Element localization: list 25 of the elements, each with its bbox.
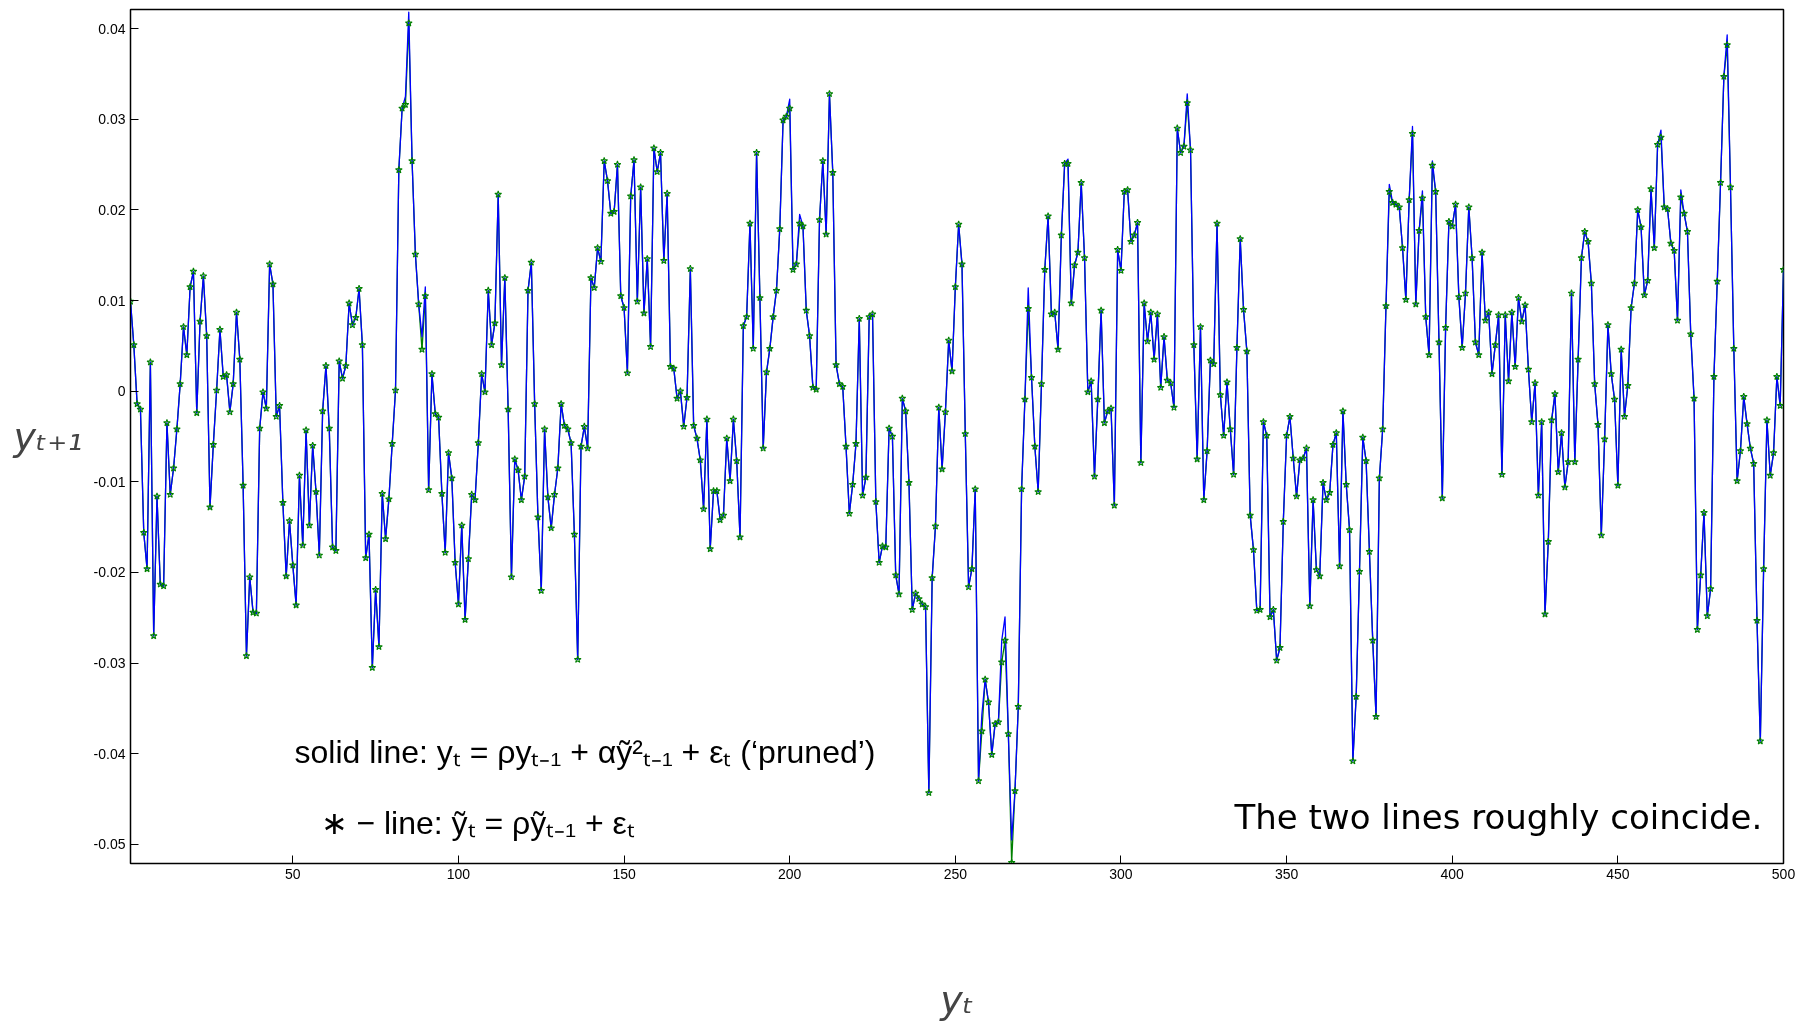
y-tick-label: -0.02 (93, 564, 126, 581)
y-tick-label: -0.03 (93, 655, 126, 672)
y-tick-label: 0.03 (98, 111, 126, 128)
y-tick-label: -0.01 (93, 473, 126, 490)
y-tick-label: 0 (117, 383, 126, 400)
x-tick-label: 350 (1274, 865, 1299, 882)
y-axis-title: yₜ₊₁ (12, 414, 83, 459)
y-tick-label: 0.02 (98, 201, 126, 218)
y-tick-label: -0.04 (93, 745, 126, 762)
x-axis-title: yₜ (939, 977, 974, 1022)
x-tick-label: 50 (285, 865, 301, 882)
x-tick-label: 150 (612, 865, 636, 882)
x-tick-label: 200 (778, 865, 802, 882)
x-tick-label: 500 (1771, 865, 1796, 882)
annotation: solid line: yₜ = ρyₜ₋₁ + αỹ²ₜ₋₁ + εₜ (‘pruned’) (294, 733, 876, 770)
x-tick-label: 400 (1440, 865, 1465, 882)
y-tick-label: 0.04 (98, 20, 126, 37)
y-tick-label: 0.01 (98, 292, 126, 309)
x-tick-label: 100 (446, 865, 471, 882)
annotation: The two lines roughly coincide. (1233, 796, 1763, 837)
y-tick-label: -0.05 (93, 836, 126, 853)
x-tick-label: 300 (1109, 865, 1133, 882)
x-tick-label: 250 (943, 865, 968, 882)
annotation: ∗ − line: ỹₜ = ρỹₜ₋₁ + εₜ (320, 804, 635, 841)
x-tick-label: 450 (1606, 865, 1630, 882)
